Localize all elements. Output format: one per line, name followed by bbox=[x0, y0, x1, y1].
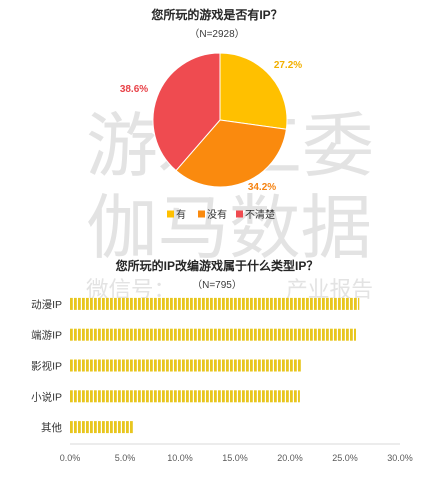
bar-4 bbox=[70, 421, 134, 434]
category-label-3: 小说IP bbox=[31, 390, 62, 403]
x-tick-label-2: 10.0% bbox=[167, 453, 193, 463]
category-label-4: 其他 bbox=[41, 421, 62, 434]
legend-item-0: 有 bbox=[167, 208, 186, 221]
bar-row-2: 影视IP bbox=[31, 359, 301, 373]
pie-value-label-1: 34.2% bbox=[248, 182, 276, 193]
legend-label-0: 有 bbox=[176, 208, 186, 221]
legend-label-2: 不清楚 bbox=[245, 208, 275, 221]
bar-row-3: 小说IP bbox=[31, 390, 300, 403]
legend-swatch-2 bbox=[236, 210, 243, 218]
category-label-1: 端游IP bbox=[31, 329, 62, 342]
pie-slices bbox=[152, 52, 288, 188]
pie-slice-2 bbox=[152, 52, 221, 172]
bar-rows: 动漫IP 端游IP 影视IP 小说IP 其他 bbox=[31, 297, 360, 434]
x-tick-label-4: 20.0% bbox=[277, 453, 303, 463]
bar-chart-title: 您所玩的IP改编游戏属于什么类型IP？ bbox=[116, 258, 319, 273]
pie-value-label-2: 38.6% bbox=[120, 84, 148, 95]
x-tick-label-5: 25.0% bbox=[332, 453, 358, 463]
pie-value-labels: 27.2% 34.2% 38.6% bbox=[120, 60, 302, 193]
bar-3 bbox=[70, 390, 300, 403]
legend-item-1: 没有 bbox=[198, 208, 227, 221]
bar-chart-subtitle: （N=795） bbox=[192, 279, 242, 291]
legend-swatch-0 bbox=[167, 210, 174, 218]
legend-label-1: 没有 bbox=[207, 208, 227, 221]
pie-chart: 您所玩的游戏是否有IP？ （N=2928） 27.2% 34.2% 38.6% 有 没… bbox=[120, 7, 302, 221]
watermark-line-2: 伽马数据 bbox=[86, 187, 372, 269]
legend-swatch-1 bbox=[198, 210, 205, 218]
x-axis-tick-labels: 0.0% 5.0% 10.0% 15.0% 20.0% 25.0% 30.0% bbox=[60, 453, 413, 463]
x-tick-label-3: 15.0% bbox=[222, 453, 248, 463]
bar-row-0: 动漫IP bbox=[31, 297, 360, 311]
pie-legend: 有 没有 不清楚 bbox=[167, 208, 275, 221]
x-tick-label-0: 0.0% bbox=[60, 453, 81, 463]
category-label-0: 动漫IP bbox=[31, 298, 62, 311]
pie-value-label-0: 27.2% bbox=[274, 60, 302, 71]
pie-slice-1 bbox=[175, 119, 287, 188]
bar-0 bbox=[70, 297, 360, 310]
x-tick-label-1: 5.0% bbox=[115, 453, 136, 463]
bar-1 bbox=[70, 328, 356, 341]
bar-row-1: 端游IP bbox=[31, 328, 356, 342]
pie-slice-0 bbox=[219, 52, 288, 130]
bar-2 bbox=[70, 359, 301, 372]
bar-chart: 您所玩的IP改编游戏属于什么类型IP？ （N=795） 动漫IP 端游IP 影视IP… bbox=[31, 258, 413, 463]
category-label-2: 影视IP bbox=[31, 360, 62, 373]
x-tick-label-6: 30.0% bbox=[387, 453, 413, 463]
bar-row-4: 其他 bbox=[41, 421, 134, 434]
legend-item-2: 不清楚 bbox=[236, 208, 275, 221]
pie-chart-subtitle: （N=2928） bbox=[189, 28, 244, 40]
pie-chart-title: 您所玩的游戏是否有IP？ bbox=[151, 7, 282, 22]
